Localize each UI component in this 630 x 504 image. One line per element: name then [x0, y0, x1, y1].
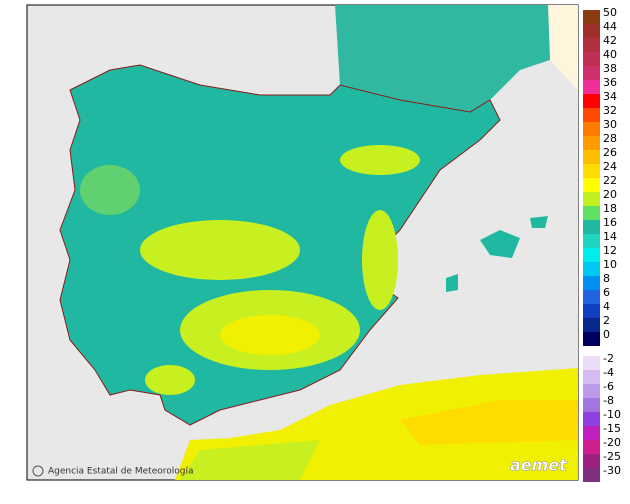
- legend-swatch: [583, 10, 600, 24]
- legend-label: 30: [603, 118, 617, 131]
- legend-label: 36: [603, 76, 617, 89]
- legend-swatch: [583, 234, 600, 248]
- warm-zone: [362, 210, 398, 310]
- legend-swatch: [583, 178, 600, 192]
- legend-swatch: [583, 332, 600, 346]
- legend-swatch: [583, 80, 600, 94]
- legend-label: 2: [603, 314, 610, 327]
- hot-zone: [220, 315, 320, 355]
- legend-swatch: [583, 94, 600, 108]
- legend-swatch: [583, 276, 600, 290]
- warm-zone: [180, 440, 320, 480]
- legend-label: 0: [603, 328, 610, 341]
- legend-swatch: [583, 164, 600, 178]
- island-mallorca: [480, 230, 520, 258]
- legend-label: -25: [603, 450, 621, 463]
- land-france-east: [548, 5, 578, 90]
- warm-zone: [145, 365, 195, 395]
- legend-label: -30: [603, 464, 621, 477]
- legend-label: 50: [603, 6, 617, 19]
- legend-swatch: [583, 370, 600, 384]
- legend-swatch: [583, 412, 600, 426]
- hot-zone: [400, 400, 578, 445]
- legend-label: -10: [603, 408, 621, 421]
- legend-label: -6: [603, 380, 614, 393]
- legend-swatch: [583, 136, 600, 150]
- logo: aemet: [510, 456, 568, 475]
- legend-swatch: [583, 454, 600, 468]
- legend-label: -2: [603, 352, 614, 365]
- legend-label: 14: [603, 230, 617, 243]
- legend-label: -4: [603, 366, 614, 379]
- island-menorca: [530, 216, 548, 228]
- legend-label: 4: [603, 300, 610, 313]
- legend-swatch: [583, 66, 600, 80]
- legend-swatch: [583, 248, 600, 262]
- legend-label: 8: [603, 272, 610, 285]
- legend-label: 22: [603, 174, 617, 187]
- island-ibiza: [446, 274, 458, 292]
- legend-label: 6: [603, 286, 610, 299]
- legend-swatch: [583, 24, 600, 38]
- legend-label: -8: [603, 394, 614, 407]
- legend-label: 24: [603, 160, 617, 173]
- legend-label: 28: [603, 132, 617, 145]
- legend-label: 38: [603, 62, 617, 75]
- legend-label: 34: [603, 90, 617, 103]
- legend-swatch: [583, 220, 600, 234]
- legend-label: 44: [603, 20, 617, 33]
- legend-swatch: [583, 398, 600, 412]
- legend-swatch: [583, 468, 600, 482]
- legend-swatch: [583, 318, 600, 332]
- legend-swatch: [583, 150, 600, 164]
- legend-label: 10: [603, 258, 617, 271]
- legend-swatch: [583, 38, 600, 52]
- legend-swatch: [583, 122, 600, 136]
- legend-label: 40: [603, 48, 617, 61]
- legend-label: 16: [603, 216, 617, 229]
- legend-swatch: [583, 426, 600, 440]
- land-france: [335, 5, 550, 112]
- warm-zone: [140, 220, 300, 280]
- legend-swatch: [583, 108, 600, 122]
- legend-swatch: [583, 384, 600, 398]
- legend-swatch: [583, 52, 600, 66]
- attribution: Agencia Estatal de Meteorología: [48, 467, 194, 477]
- legend-swatch: [583, 356, 600, 370]
- mild-zone: [80, 165, 140, 215]
- copyright-icon: [32, 465, 44, 477]
- legend-label: 18: [603, 202, 617, 215]
- legend-label: -15: [603, 422, 621, 435]
- legend-label: -20: [603, 436, 621, 449]
- legend-label: 20: [603, 188, 617, 201]
- legend-label: 32: [603, 104, 617, 117]
- legend-swatch: [583, 290, 600, 304]
- legend-swatch: [583, 206, 600, 220]
- legend-swatch: [583, 440, 600, 454]
- legend-swatch: [583, 262, 600, 276]
- legend-swatch: [583, 192, 600, 206]
- legend-label: 42: [603, 34, 617, 47]
- legend-swatch: [583, 304, 600, 318]
- legend-label: 12: [603, 244, 617, 257]
- warm-zone: [340, 145, 420, 175]
- legend-label: 26: [603, 146, 617, 159]
